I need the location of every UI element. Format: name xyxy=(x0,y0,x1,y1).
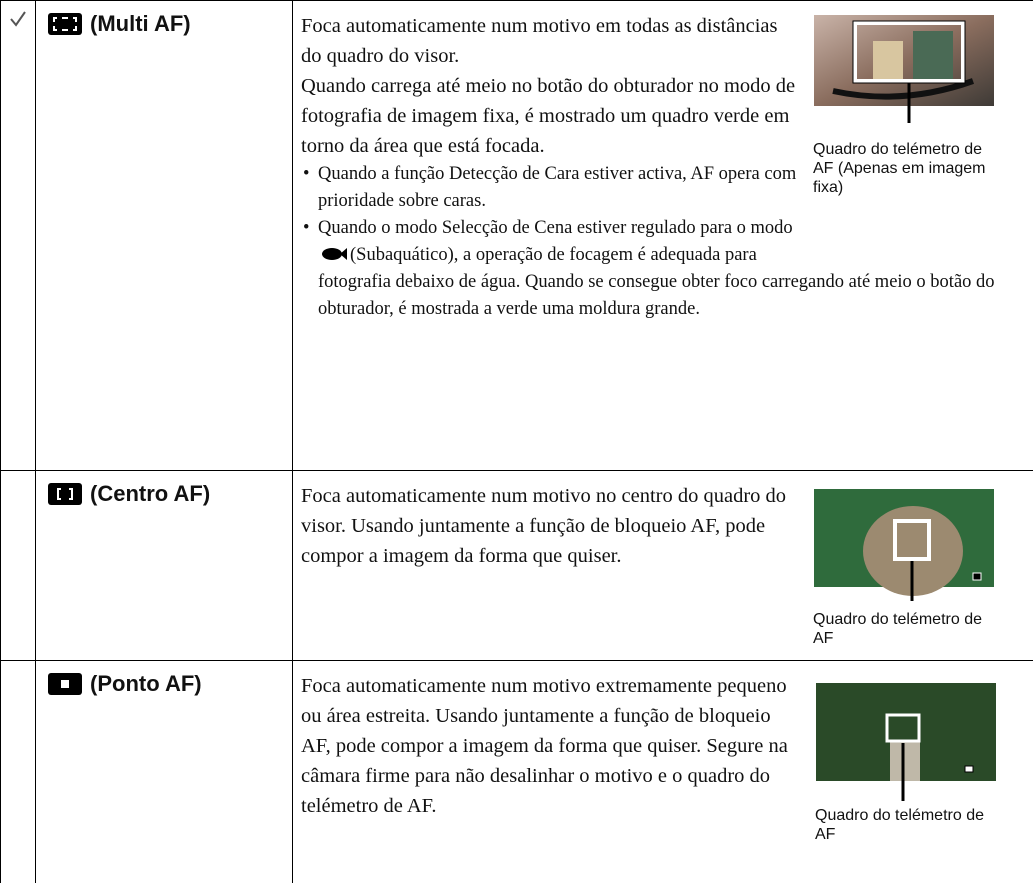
mode-name: (Ponto AF) xyxy=(48,671,202,697)
bullet: Quando o modo Selecção de Cena estiver r… xyxy=(301,215,1013,323)
paragraph: Foca automaticamente num motivo em todas… xyxy=(301,15,778,67)
mode-label: (Centro AF) xyxy=(90,481,211,506)
mode-label: (Multi AF) xyxy=(90,11,191,36)
underwater-icon xyxy=(322,248,347,260)
table-row: (Ponto AF) Foca automaticamente num moti… xyxy=(0,660,1033,883)
paragraph: Foca automaticamente num motivo extremam… xyxy=(301,675,788,817)
table-row: (Multi AF) Quadro do telémetro de AF (Ap… xyxy=(0,0,1033,471)
bullet-list: Quando a função Detecção de Cara estiver… xyxy=(301,161,1013,323)
description: Quadro do telémetro de AF Foca automatic… xyxy=(301,481,1013,648)
bullet: Quando a função Detecção de Cara estiver… xyxy=(301,161,1013,215)
mode-icon xyxy=(48,13,82,35)
mode-icon xyxy=(48,483,82,505)
mode-label: (Ponto AF) xyxy=(90,671,202,696)
check-icon xyxy=(10,11,26,27)
sample-image xyxy=(816,683,996,801)
mode-name: (Multi AF) xyxy=(48,11,191,37)
figure: Quadro do telémetro de AF xyxy=(815,681,997,844)
table-row: (Centro AF) Quadro do telémetro de AF Fo… xyxy=(0,470,1033,661)
caption: Quadro do telémetro de AF xyxy=(815,807,984,843)
caption: Quadro do telémetro de AF xyxy=(813,611,982,647)
sample-image xyxy=(814,15,994,123)
sample-image xyxy=(814,489,994,601)
mode-icon xyxy=(48,673,82,695)
description: Foca automaticamente num motivo extremam… xyxy=(301,671,801,821)
paragraph: Foca automaticamente num motivo no centr… xyxy=(301,485,787,567)
bullet-text: Quando o modo Selecção de Cena estiver r… xyxy=(318,218,793,238)
figure: Quadro do telémetro de AF xyxy=(813,481,1013,648)
paragraph: Quando carrega até meio no botão do obtu… xyxy=(301,75,796,157)
mode-name: (Centro AF) xyxy=(48,481,210,507)
bullet-text: (Subaquático), a operação de focagem é a… xyxy=(318,245,995,319)
description: Quadro do telémetro de AF (Apenas em ima… xyxy=(301,11,1013,323)
bullet-text: Quando a função Detecção de Cara estiver… xyxy=(318,164,797,211)
